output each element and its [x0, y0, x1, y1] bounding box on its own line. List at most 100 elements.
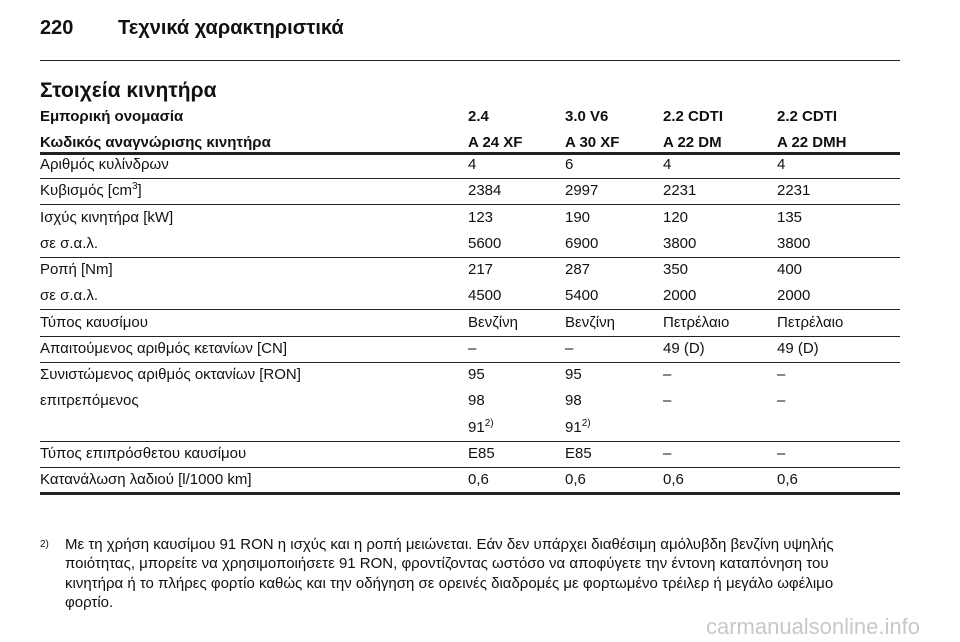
table-cell: 2384: [468, 182, 502, 200]
table-cell: –: [468, 339, 477, 357]
table-cell: 2231: [663, 182, 697, 200]
table-cell: Κωδικός αναγνώρισης κινητήρα: [40, 134, 271, 151]
table-cell: A 22 DM: [663, 134, 722, 151]
table-cell: Απαιτούμενος αριθμός κετανίων [CN]: [40, 339, 288, 357]
table-cell: σε σ.α.λ.: [40, 234, 99, 252]
table-cell: Συνιστώμενος αριθμός οκτανίων [RON]: [40, 366, 301, 383]
table-cell: 2231: [777, 182, 811, 200]
table-cell: 2.4: [468, 108, 489, 125]
section-title: Στοιχεία κινητήρα: [40, 79, 217, 102]
table-cell: 95: [468, 366, 485, 383]
table-cell: 2997: [565, 182, 599, 200]
table-cell: 4500: [468, 287, 502, 305]
table-cell: E85: [565, 444, 592, 462]
table-cell: E85: [468, 444, 495, 462]
table-cell: 49 (D): [777, 339, 819, 357]
table-cell: 6: [565, 156, 574, 173]
footnote-marker: 2): [40, 539, 49, 550]
superscript: 2): [484, 417, 494, 429]
table-cell: Κυβισμός [cm3]: [40, 182, 142, 200]
table-cell: 120: [663, 208, 689, 226]
row-rule: [40, 204, 900, 206]
page-title: Τεχνικά χαρακτηριστικά: [118, 17, 344, 39]
page-number: 220: [40, 17, 74, 39]
table-cell: A 24 XF: [468, 134, 523, 151]
table-cell: Κατανάλωση λαδιού [l/1000 km]: [40, 471, 252, 488]
table-cell: 2000: [777, 287, 811, 305]
table-cell: Βενζίνη: [565, 313, 615, 331]
table-cell: Βενζίνη: [468, 313, 518, 331]
table-cell: σε σ.α.λ.: [40, 287, 99, 305]
row-rule: [40, 361, 900, 363]
table-cell: 0,6: [663, 471, 684, 488]
table-cell: –: [663, 444, 672, 462]
row-rule: [40, 309, 900, 311]
table-cell: 217: [468, 261, 494, 278]
row-rule: [40, 466, 900, 468]
row-rule: [40, 440, 900, 442]
row-rule: [40, 178, 900, 179]
table-cell: 2.2 CDTI: [777, 108, 838, 125]
table-cell: 123: [468, 208, 494, 226]
table-cell: 0,6: [777, 471, 798, 488]
table-cell: Ροπή [Nm]: [40, 261, 113, 278]
table-cell: 3800: [663, 234, 697, 252]
table-cell: 2000: [663, 287, 697, 305]
footnote-line: ποιότητας, μπορείτε να χρησιμοποιήσετε 9…: [65, 555, 829, 573]
table-cell: 3.0 V6: [565, 108, 609, 125]
table-cell: 98: [565, 392, 582, 410]
row-rule: [40, 492, 900, 495]
table-cell: 4: [663, 156, 672, 173]
table-cell: Αριθμός κυλίνδρων: [40, 156, 169, 173]
table-rule: [40, 152, 900, 155]
table-cell: Τύπος επιπρόσθετου καυσίμου: [40, 444, 247, 462]
table-cell: –: [663, 366, 672, 383]
table-cell: 350: [663, 261, 689, 278]
table-cell: 0,6: [565, 471, 586, 488]
table-cell: 400: [777, 261, 803, 278]
table-cell: –: [777, 444, 786, 462]
table-cell: επιτρεπόμενος: [40, 392, 139, 410]
table-cell: A 30 XF: [565, 134, 620, 151]
table-cell: –: [663, 392, 672, 410]
table-cell: 5600: [468, 234, 502, 252]
table-cell: 135: [777, 208, 803, 226]
table-cell: 3800: [777, 234, 811, 252]
table-cell: A 22 DMH: [777, 134, 847, 151]
table-cell: 6900: [565, 234, 599, 252]
table-cell: 912): [565, 417, 591, 437]
footnote-line: κινητήρα ή το πλήρες φορτίο καθώς και τη…: [65, 574, 834, 592]
superscript: 2): [581, 417, 591, 429]
table-cell: 98: [468, 392, 485, 410]
table-cell: 190: [565, 208, 591, 226]
table-cell: 95: [565, 366, 582, 383]
table-cell: Πετρέλαιο: [777, 313, 844, 331]
table-cell: Ισχύς κινητήρα [kW]: [40, 208, 174, 226]
table-cell: Εμπορική ονομασία: [40, 108, 184, 125]
table-cell: –: [777, 366, 786, 383]
table-cell: 912): [468, 417, 494, 437]
row-rule: [40, 256, 900, 258]
table-cell: 2.2 CDTI: [663, 108, 724, 125]
table-cell: 4: [468, 156, 477, 173]
watermark: carmanualsonline.info: [705, 614, 920, 639]
header-rule: [40, 60, 900, 61]
table-cell: Τύπος καυσίμου: [40, 313, 148, 331]
table-cell: –: [565, 339, 574, 357]
cell-text: 91: [565, 418, 582, 436]
cell-text: 91: [468, 418, 485, 436]
table-cell: 287: [565, 261, 591, 278]
footnote-line: Με τη χρήση καυσίμου 91 RON η ισχύς και …: [65, 536, 834, 553]
table-cell: 5400: [565, 287, 599, 305]
superscript: 3: [131, 181, 138, 193]
table-cell: 49 (D): [663, 339, 705, 357]
table-cell: –: [777, 392, 786, 410]
row-rule: [40, 335, 900, 337]
table-cell: 0,6: [468, 471, 489, 488]
footnote-line: φορτίο.: [65, 593, 114, 611]
table-cell: 4: [777, 156, 786, 173]
cell-text: ]: [137, 182, 142, 200]
cell-text: Κυβισμός [cm: [40, 182, 132, 200]
table-cell: Πετρέλαιο: [663, 313, 730, 331]
